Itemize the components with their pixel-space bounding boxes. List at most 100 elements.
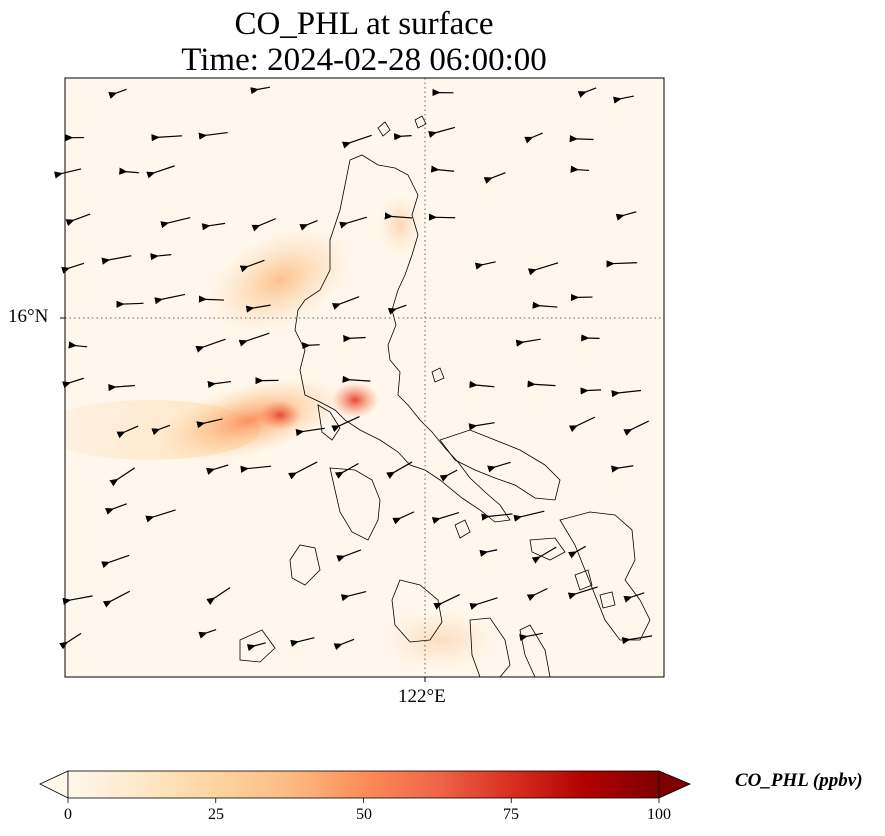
- wind-arrow: [570, 165, 590, 173]
- colorbar-extend-low: [39, 770, 69, 799]
- wind-arrow: [65, 213, 91, 227]
- wind-arrow: [568, 416, 596, 433]
- colorbar-tick-100: 100: [647, 806, 671, 823]
- islet-2: [414, 115, 427, 129]
- wind-arrow: [519, 632, 543, 642]
- colorbar-label: CO_PHL (ppbv): [735, 770, 863, 791]
- wind-arrow: [198, 628, 217, 639]
- wind-arrow: [145, 509, 176, 523]
- wind-arrow: [201, 222, 226, 231]
- wind-arrow: [108, 88, 127, 99]
- wind-arrow: [245, 304, 271, 313]
- wind-arrow: [207, 380, 232, 389]
- wind-arrow: [393, 133, 412, 141]
- wind-arrow: [299, 219, 318, 231]
- wind-arrow: [342, 375, 371, 383]
- colorbar: [39, 770, 692, 803]
- islet-6: [599, 591, 616, 609]
- wind-arrow: [526, 587, 548, 602]
- wind-arrow: [340, 590, 367, 602]
- wind-arrow: [59, 632, 82, 650]
- wind-arrow: [151, 424, 171, 436]
- wind-arrow: [196, 418, 223, 429]
- gridlines: [65, 78, 664, 677]
- wind-arrow: [116, 425, 139, 439]
- wind-arrow: [469, 380, 495, 389]
- wind-arrow: [250, 86, 271, 95]
- wind-arrow: [433, 594, 460, 610]
- negros-coastline: [469, 617, 511, 677]
- wind-arrow: [343, 335, 366, 343]
- wind-arrow: [569, 135, 594, 143]
- wind-arrow: [567, 586, 598, 600]
- wind-arrow: [119, 167, 139, 175]
- wind-arrow: [239, 259, 265, 273]
- wind-arrow: [392, 511, 415, 525]
- wind-arrow: [611, 465, 634, 473]
- wind-arrow: [527, 380, 556, 388]
- wind-arrow: [331, 416, 360, 433]
- wind-arrow: [479, 549, 498, 557]
- calamian-coastline: [239, 629, 276, 663]
- wind-arrow: [384, 212, 413, 220]
- wind-arrow: [531, 546, 557, 564]
- wind-arrow: [483, 172, 506, 184]
- wind-arrow: [160, 216, 191, 229]
- wind-arrow: [116, 300, 144, 308]
- wind-arrow: [623, 420, 650, 436]
- wind-arrow: [109, 467, 136, 487]
- wind-arrow: [468, 422, 495, 431]
- islet-4: [454, 519, 471, 539]
- wind-arrow: [615, 211, 637, 221]
- luzon-coastline: [294, 154, 511, 523]
- wind-arrow: [469, 597, 498, 610]
- wind-arrow: [101, 554, 130, 569]
- wind-arrow: [198, 295, 224, 303]
- coastlines: [239, 115, 651, 677]
- map-frame: [64, 77, 665, 678]
- wind-arrow: [333, 638, 355, 651]
- wind-arrow: [430, 165, 455, 173]
- wind-arrow: [101, 255, 132, 265]
- wind-arrow: [513, 510, 545, 522]
- wind-arrow: [108, 383, 136, 392]
- wind-arrow: [240, 465, 272, 473]
- wind-arrow: [527, 262, 559, 276]
- mindoro-coastline: [329, 467, 381, 541]
- wind-arrow: [532, 301, 558, 309]
- wind-arrow: [428, 126, 456, 138]
- wind-arrow: [151, 134, 183, 142]
- wind-arrow: [198, 131, 228, 140]
- wind-arrow: [431, 511, 460, 525]
- cebu-coastline: [519, 624, 551, 677]
- wind-arrow: [331, 296, 360, 310]
- wind-arrow: [339, 216, 367, 229]
- wind-arrow: [606, 260, 638, 268]
- wind-arrow: [195, 338, 226, 353]
- wind-arrow: [206, 587, 231, 606]
- colorbar-tick-75: 75: [503, 806, 519, 823]
- map-subtitle-time: Time: 2024-02-28 06:00:00: [181, 42, 547, 78]
- wind-arrow: [62, 595, 93, 605]
- wind-arrow: [623, 592, 645, 603]
- samar-leyte-coastline: [559, 511, 651, 641]
- map-title: CO_PHL at surface: [234, 6, 494, 42]
- wind-arrow: [386, 461, 413, 479]
- bicol-coastline: [439, 429, 561, 501]
- colorbar-tick-0: 0: [64, 806, 72, 823]
- islet-5: [574, 569, 593, 591]
- panay-coastline: [391, 579, 443, 643]
- wind-arrow: [481, 513, 513, 521]
- wind-arrow: [334, 462, 359, 479]
- wind-arrow: [387, 304, 407, 315]
- palawan-coastline: [289, 544, 321, 586]
- wind-arrow: [146, 165, 175, 179]
- wind-arrow: [580, 387, 602, 395]
- islet-1: [377, 121, 391, 137]
- wind-arrow: [238, 332, 270, 347]
- wind-arrow: [336, 549, 362, 563]
- wind-arrow: [62, 377, 84, 389]
- wind-arrow: [290, 637, 315, 647]
- wind-arrow: [288, 461, 318, 480]
- wind-arrow: [621, 635, 653, 645]
